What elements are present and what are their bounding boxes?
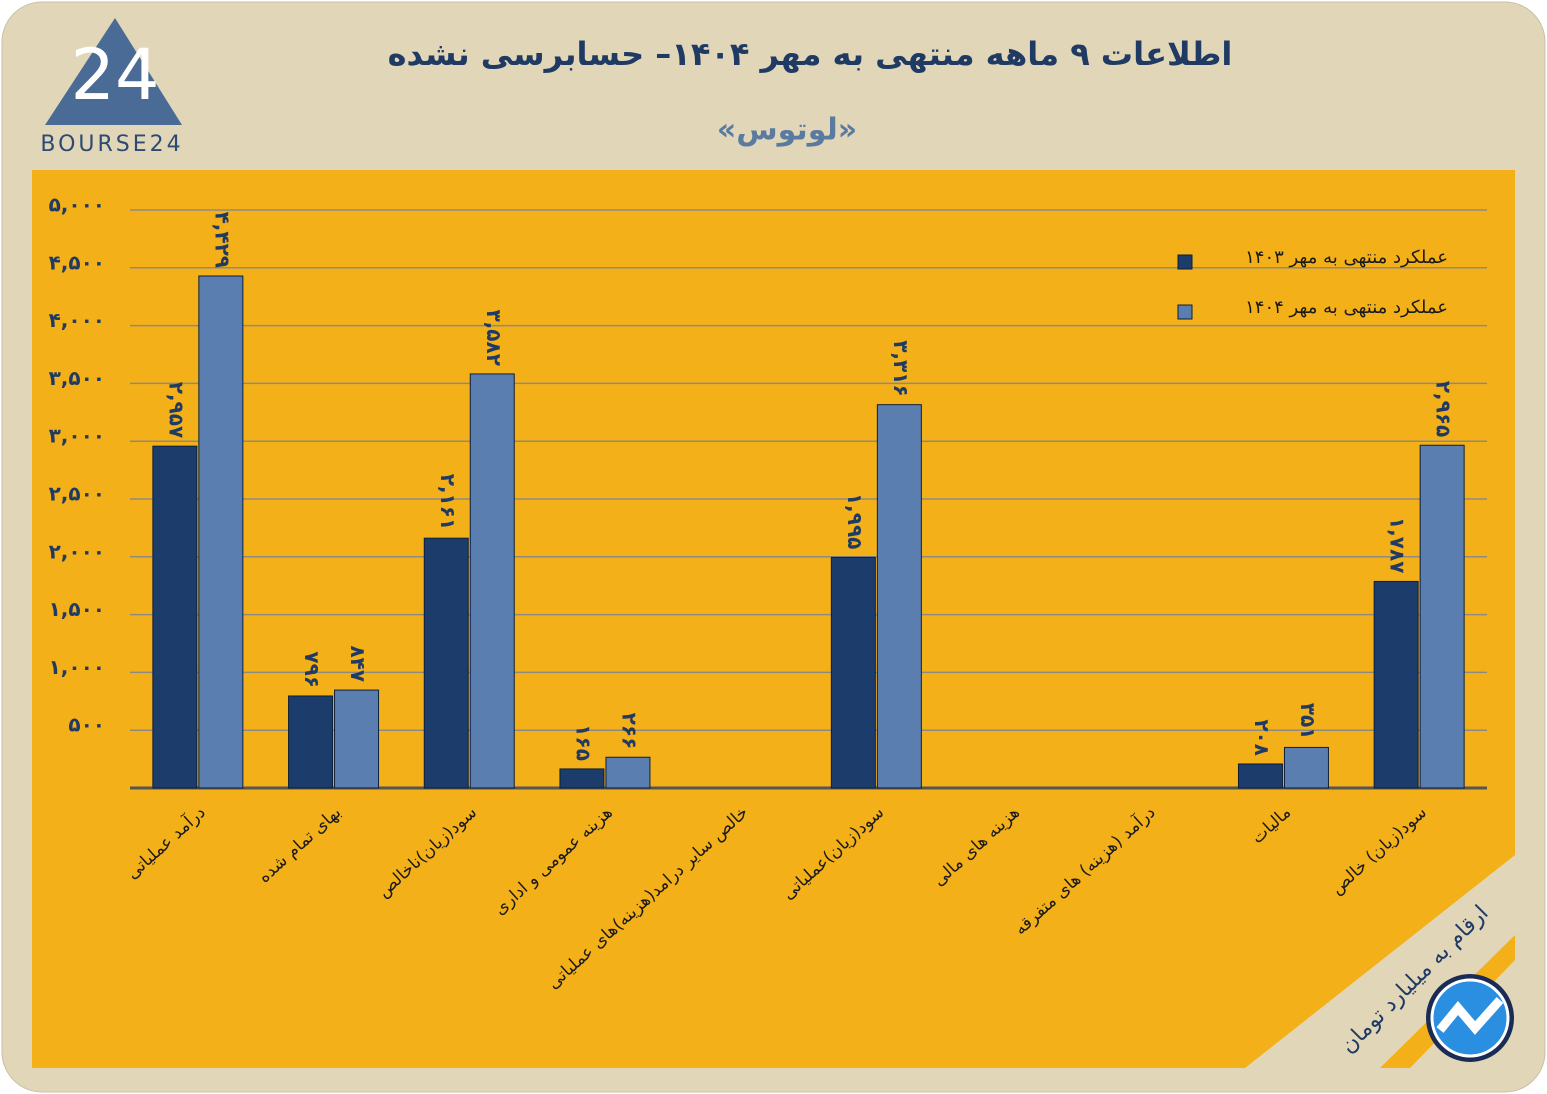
chart-subtitle: «لوتوس» [717,113,857,148]
y-tick-label: ۲,۰۰۰ [49,539,105,563]
icon [1436,997,1504,1035]
logo-mark: 24 [70,34,159,116]
bar [876,404,922,789]
bar [1419,444,1465,789]
value-label: ۲۶۶ [617,713,641,750]
value-label: ۲۰۸ [1250,719,1274,756]
bar [605,756,651,789]
legend-label: عملکرد منتهی به مهر ۱۴۰۴ [1245,297,1448,318]
y-tick-label: ۳,۰۰۰ [49,424,105,448]
value-label: ۴,۴۲۹ [210,212,234,268]
value-label: ۳,۳۱۶ [889,340,913,396]
y-tick-label: ۳,۵۰۰ [49,366,105,390]
bar [152,445,198,789]
value-label: ۷۹۶ [300,651,324,688]
y-tick-label: ۱,۰۰۰ [49,655,105,679]
bar [559,768,605,789]
bar [334,689,380,789]
value-label: ۱,۷۸۷ [1386,517,1410,573]
y-tick-label: ۲,۵۰۰ [49,482,105,506]
bar [288,695,334,789]
panel [32,170,1515,1068]
y-tick-label: ۱,۵۰۰ [49,597,105,621]
corner-band [1245,855,1515,1068]
value-label: ۳,۵۸۲ [482,309,506,365]
y-tick-label: ۴,۰۰۰ [49,308,105,332]
legend-marker [1177,254,1193,270]
chart-title: اطلاعات ۹ ماهه منتهی به مهر ۱۴۰۴– حسابرس… [388,35,1233,73]
value-label: ۲,۹۵۷ [164,382,188,438]
value-label: ۲,۹۶۵ [1432,381,1456,437]
bar [830,556,876,789]
legend-label: عملکرد منتهی به مهر ۱۴۰۳ [1245,247,1448,268]
y-tick-label: ۴,۵۰۰ [49,250,105,274]
logo-text: BOURSE24 [40,132,183,157]
value-label: ۲,۱۶۱ [436,474,460,530]
bar [198,275,244,789]
value-label: ۸۴۷ [346,645,370,682]
bar [469,373,515,789]
bar [423,537,469,789]
y-tick-label: ۵۰۰ [68,713,105,737]
bar [1237,763,1283,789]
value-label: ۳۵۱ [1296,703,1320,740]
y-tick-label: ۵,۰۰۰ [49,193,105,217]
legend-marker [1177,304,1193,320]
bar [1373,580,1419,789]
value-label: ۱,۹۹۵ [843,493,867,549]
bar [1283,746,1329,789]
value-label: ۱۶۵ [571,724,595,761]
logo-triangle [45,18,182,125]
